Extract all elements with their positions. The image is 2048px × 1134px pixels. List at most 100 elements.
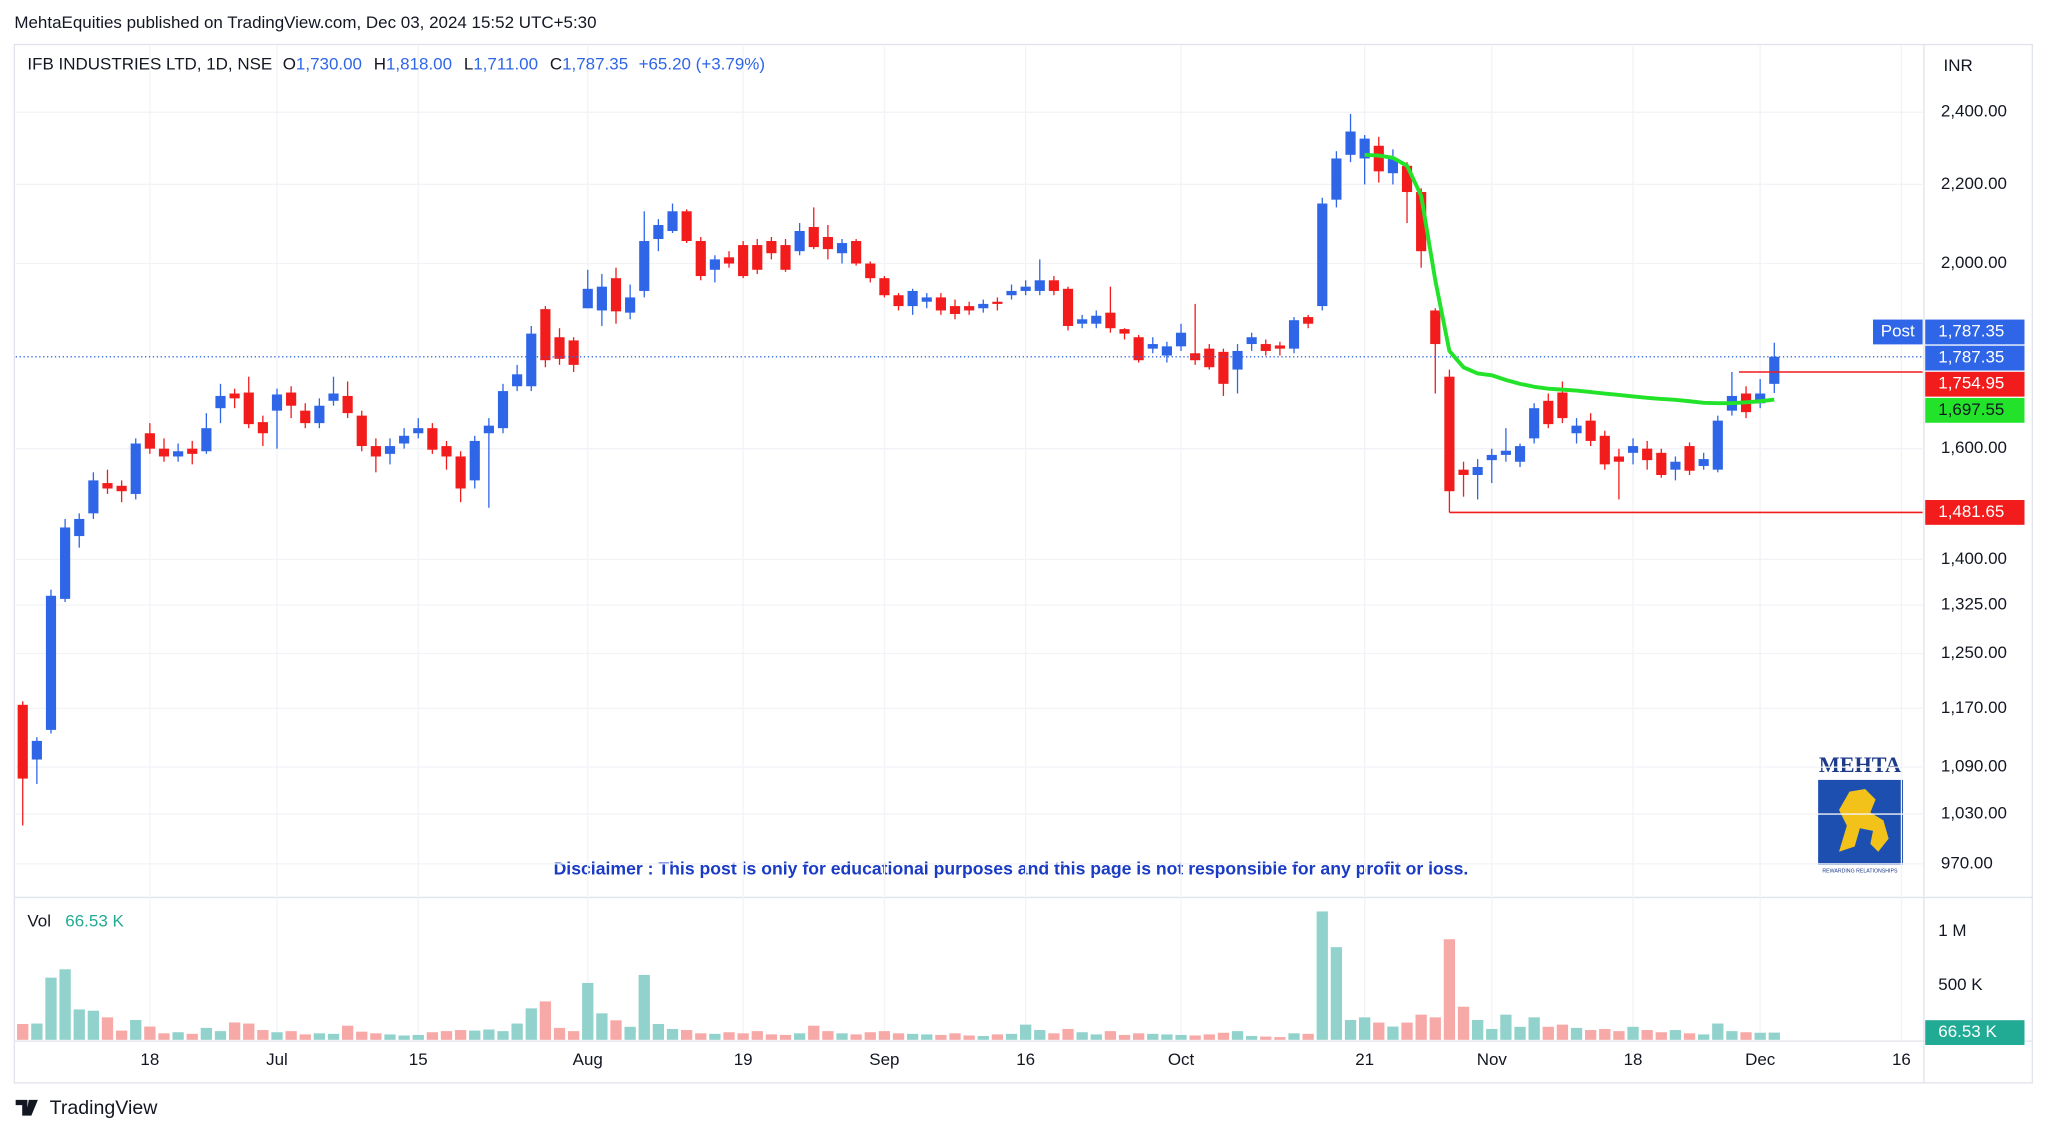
volume-bar [356, 1031, 368, 1040]
candle-body [215, 395, 226, 409]
ohlc-key: O [283, 55, 296, 74]
volume-bar [765, 1034, 778, 1040]
candle-body [1571, 425, 1582, 434]
candle-body [1091, 315, 1102, 324]
candle-body [695, 241, 706, 277]
ohlc-value: 1,730.00 [296, 55, 362, 74]
candle-body [1642, 448, 1653, 461]
price-tag-label: 1,754.95 [1938, 374, 2004, 393]
volume-bar [115, 1030, 128, 1040]
candle-body [1119, 329, 1130, 334]
logo-lion [1839, 789, 1889, 852]
volume-bar [200, 1027, 213, 1040]
x-tick-label: Oct [1168, 1050, 1195, 1069]
candle-body [1077, 319, 1088, 324]
candle-body [554, 337, 565, 359]
volume-bar [1288, 1033, 1300, 1040]
x-tick-label: Dec [1745, 1050, 1776, 1069]
candle-body [328, 393, 339, 401]
candle-body [1359, 138, 1370, 159]
y-tick-label: 1,090.00 [1941, 757, 2007, 776]
volume-bar [921, 1034, 933, 1040]
candle-body [1020, 286, 1031, 291]
volume-bar [1132, 1033, 1145, 1040]
candle-body [766, 241, 777, 254]
price-tag-label: 1,787.35 [1938, 321, 2004, 340]
candle-body [257, 422, 268, 434]
volume-bar [737, 1033, 749, 1040]
candle-body [709, 259, 720, 270]
candle-body [144, 433, 155, 449]
volume-bar [1147, 1033, 1159, 1040]
volume-bar [864, 1032, 876, 1040]
ohlc-key: C [550, 55, 562, 74]
candle-body [1147, 344, 1158, 349]
legend: IFB INDUSTRIES LTD, 1D, NSE O1,730.00 H1,8… [27, 55, 765, 74]
post-badge [1872, 319, 1923, 345]
volume-bar [1019, 1024, 1032, 1040]
logo: MEHTA REWARDING RELATIONSHIPS [1818, 752, 1904, 875]
volume-bar [1302, 1033, 1314, 1040]
x-tick-label: 16 [1892, 1050, 1911, 1069]
logo-tagline: REWARDING RELATIONSHIPS [1822, 869, 1898, 875]
volume-bar [412, 1034, 424, 1040]
y-tick-label: 1,170.00 [1941, 698, 2007, 717]
candle-body [1458, 469, 1469, 476]
volume-bar [1627, 1026, 1639, 1040]
x-tick-label: Jul [266, 1050, 288, 1069]
candle-body [568, 340, 579, 365]
candle-body [314, 405, 325, 424]
candle-body [370, 446, 381, 457]
candle-body [1486, 454, 1497, 461]
y-tick-label: 1,325.00 [1941, 595, 2007, 614]
volume-bar [1118, 1034, 1131, 1040]
candle-body [1274, 345, 1285, 349]
x-tick-label: 19 [734, 1050, 753, 1069]
candle-body [1627, 446, 1639, 453]
candle-body [45, 595, 57, 730]
volume-tick-label: 500 K [1938, 975, 1983, 994]
candle-body [427, 428, 438, 450]
volume-bar [144, 1026, 156, 1040]
candle-body [1331, 158, 1342, 200]
candle-body [992, 301, 1003, 304]
volume-bar [1613, 1031, 1625, 1040]
x-tick-label: 16 [1016, 1050, 1035, 1069]
ohlc-value: 1,818.00 [386, 55, 452, 74]
candle-body [1317, 203, 1328, 307]
candle-body [1062, 288, 1074, 326]
tv-logo [15, 1099, 38, 1116]
volume-bar [1246, 1036, 1258, 1040]
candle-body [102, 483, 113, 489]
candle-body [653, 225, 664, 240]
post-badge-label: Post [1881, 321, 1915, 340]
volume-bar [426, 1032, 439, 1040]
y-tick-label: 1,250.00 [1941, 643, 2007, 662]
candle-body [1444, 376, 1455, 492]
volume-bar [228, 1022, 241, 1040]
volume-bar [1189, 1035, 1201, 1040]
candle-body [1684, 446, 1695, 471]
candle-body [935, 297, 946, 311]
price-tag [1925, 345, 2025, 371]
price-tag-label: 1,787.35 [1938, 348, 2004, 367]
candle-body [1387, 158, 1398, 174]
candle-body [413, 428, 424, 434]
ohlc-key: L [464, 55, 473, 74]
candle-body [1105, 312, 1116, 329]
candle-body [187, 448, 198, 454]
volume-bar [1359, 1017, 1371, 1040]
x-tick-label: 18 [140, 1050, 159, 1069]
candle-body [639, 241, 650, 291]
volume-bar [949, 1033, 961, 1040]
volume-bar [850, 1034, 862, 1040]
volume-tag [1925, 1020, 2025, 1046]
volume-bar [1330, 947, 1343, 1040]
volume-bar [384, 1034, 396, 1040]
candle-body [1006, 290, 1017, 296]
volume-bar [469, 1030, 481, 1040]
volume-bar [327, 1033, 340, 1040]
volume-bar [1542, 1026, 1554, 1040]
candle-body [1048, 280, 1059, 291]
